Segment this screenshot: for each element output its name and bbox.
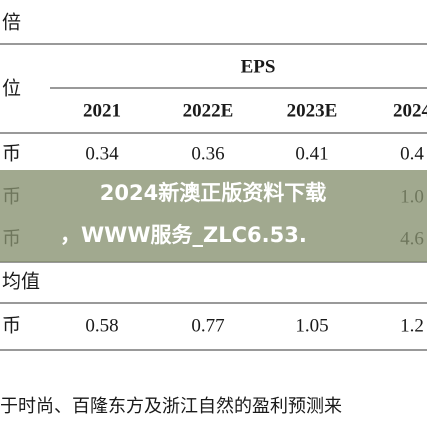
unit-label: 位 (2, 77, 21, 99)
cell: 0.41 (295, 143, 328, 164)
banner-text: ，WWW服务_ZLC6.53. (60, 223, 307, 247)
column-header: 2021 (83, 100, 121, 121)
average-label: 均值 (2, 270, 40, 292)
banner-text: 2024新澳正版资料下载 (100, 181, 326, 205)
cell: 0.58 (85, 315, 118, 336)
column-header: 2022E (183, 100, 234, 121)
top-label: 倍 (2, 11, 21, 33)
cell: 1.05 (295, 315, 328, 336)
banner (0, 170, 427, 262)
column-header: 2023E (287, 100, 338, 121)
cell: 0.77 (191, 315, 224, 336)
cell: 1.2 (400, 315, 424, 336)
row-label: 币 (2, 314, 21, 336)
column-header: 2024 (393, 100, 427, 121)
group-label: EPS (241, 56, 276, 77)
cell: 0.36 (191, 143, 224, 164)
footnote: 于时尚、百隆东方及浙江自然的盈利预测来 (0, 396, 342, 416)
cell: 0.34 (85, 143, 119, 164)
row-label: 币 (2, 142, 21, 164)
cell: 0.4 (400, 143, 424, 164)
